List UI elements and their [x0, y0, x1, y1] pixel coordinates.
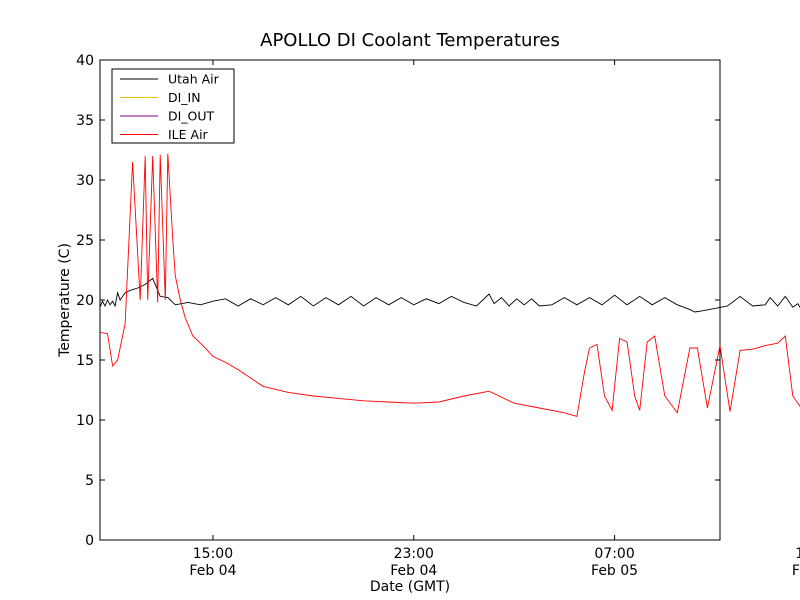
y-tick-label: 5 [85, 473, 94, 489]
x-tick-date-label: Feb 04 [390, 563, 437, 579]
x-tick-time-label: 15:00 [193, 546, 233, 562]
legend-box [111, 68, 235, 144]
y-axis-ticks: 0 5 10 15 20 25 30 35 40 [76, 53, 720, 549]
x-tick-date-label: Feb 04 [189, 563, 236, 579]
y-tick-label: 20 [76, 293, 94, 309]
series-line-utah-air [99, 277, 800, 313]
x-tick-date-label: Feb 05 [792, 563, 800, 579]
legend-items: Utah Air DI_IN DI_OUT ILE Air [120, 72, 220, 142]
legend-label: ILE Air [168, 127, 209, 142]
x-tick-date-label: Feb 05 [591, 563, 638, 579]
y-tick-label: 15 [76, 353, 94, 369]
x-tick-time-label: 23:00 [394, 546, 434, 562]
chart-title: APOLLO DI Coolant Temperatures [260, 30, 560, 51]
y-tick-label: 0 [85, 533, 94, 549]
legend-label: DI_IN [168, 90, 201, 105]
y-tick-label: 35 [76, 113, 94, 129]
legend: Utah Air DI_IN DI_OUT ILE Air [111, 68, 235, 144]
x-tick-time-label: 15:00 [795, 546, 800, 562]
series-line-ile-air [99, 153, 800, 417]
y-tick-label: 30 [76, 173, 94, 189]
x-tick-time-label: 07:00 [594, 546, 634, 562]
series-layer [99, 153, 800, 417]
y-tick-label: 25 [76, 233, 94, 249]
y-axis-label: Temperature (C) [57, 243, 73, 358]
y-tick-label: 40 [76, 53, 94, 69]
legend-label: DI_OUT [168, 109, 215, 124]
legend-label: Utah Air [168, 72, 220, 87]
y-tick-label: 10 [76, 413, 94, 429]
x-axis-label: Date (GMT) [370, 579, 450, 595]
